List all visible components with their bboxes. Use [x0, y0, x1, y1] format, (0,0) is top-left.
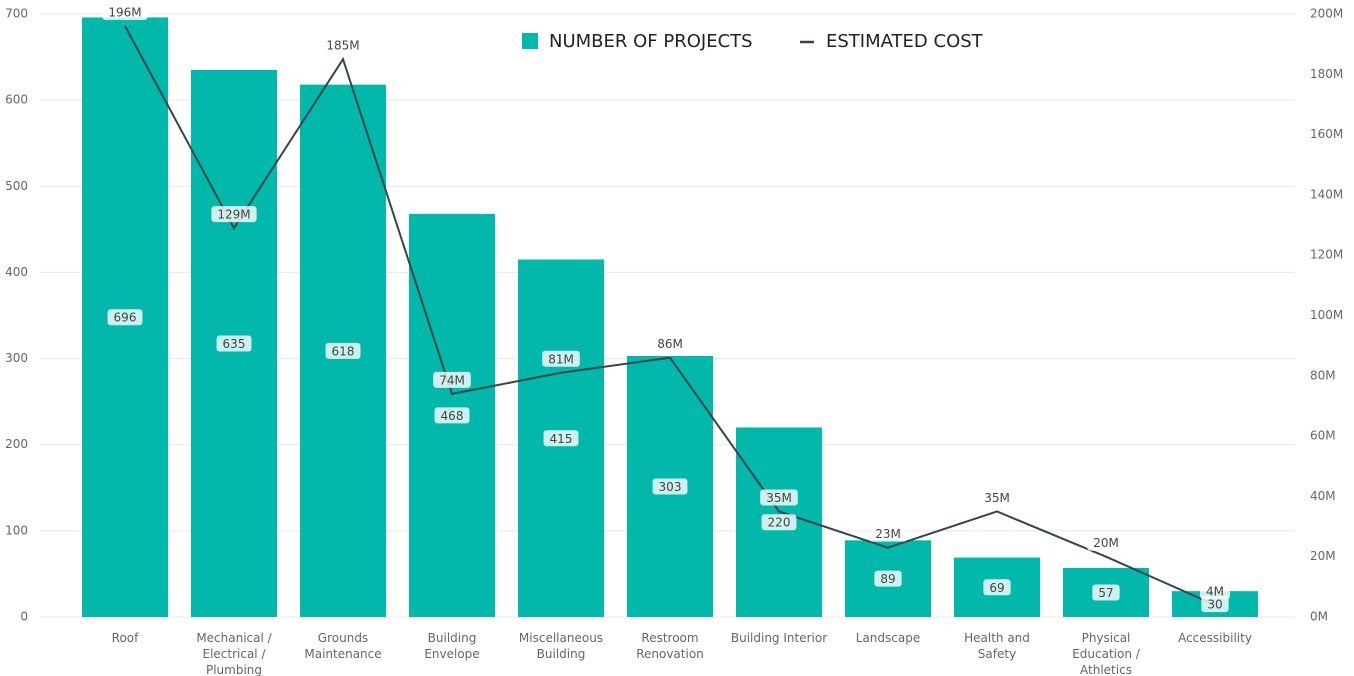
bar-value-label-bg [652, 478, 688, 495]
line-value-label-bg [102, 4, 148, 21]
x-tick-label: Building Envelope [424, 631, 480, 661]
x-tick-label: Mechanical / Electrical / Plumbing [196, 631, 272, 676]
y-tick-label: 700 [5, 7, 28, 21]
line-value-label: 20M [1093, 536, 1119, 550]
x-tick-label: Restroom Renovation [636, 631, 704, 661]
bar-value-label: 30 [1207, 598, 1222, 612]
bar-value-label: 303 [659, 480, 682, 494]
bar-value-label-bg [1201, 596, 1229, 613]
legend-label: ESTIMATED COST [826, 31, 984, 52]
x-tick-label: Grounds Maintenance [304, 631, 382, 661]
line-value-label: 86M [657, 337, 683, 351]
y-tick-label: 500 [5, 179, 28, 193]
y-tick-label: 0 [20, 610, 28, 624]
y2-tick-label: 20M [1310, 549, 1336, 563]
y2-tick-label: 120M [1310, 248, 1343, 262]
y2-tick-label: 100M [1310, 308, 1343, 322]
bar-value-label-bg [216, 335, 252, 352]
line-value-label: 4M [1206, 584, 1224, 598]
line-value-label: 35M [984, 491, 1010, 505]
y-tick-label: 200 [5, 437, 28, 451]
bar-value-label-bg [107, 309, 143, 326]
bar-value-label: 635 [223, 337, 246, 351]
x-tick-label: Physical Education / Athletics [1072, 631, 1140, 676]
x-tick-label: Building Interior [730, 631, 828, 645]
line-value-label: 35M [766, 491, 792, 505]
y2-tick-label: 140M [1310, 187, 1343, 201]
x-tick-label: Accessibility [1178, 631, 1252, 645]
line-value-label-bg [1087, 534, 1125, 551]
y2-tick-label: 60M [1310, 429, 1336, 443]
line-value-label-bg [211, 206, 257, 223]
line-value-label: 81M [548, 352, 574, 366]
y-tick-label: 600 [5, 93, 28, 107]
line-value-label: 185M [326, 39, 359, 53]
line-value-label-bg [1200, 582, 1230, 599]
bar-value-label: 696 [114, 311, 137, 325]
legend-label: NUMBER OF PROJECTS [549, 31, 753, 52]
cost-line [124, 25, 1216, 606]
line-value-label: 23M [875, 527, 901, 541]
bar-value-label: 69 [989, 581, 1004, 595]
line-value-label-bg [433, 371, 471, 388]
bar-value-label-bg [761, 514, 797, 531]
line-value-label-bg [651, 335, 689, 352]
line-value-label-bg [542, 350, 580, 367]
bar-value-label-bg [543, 430, 579, 447]
y-tick-label: 400 [5, 265, 28, 279]
bar-value-label: 618 [332, 344, 355, 358]
bar-value-label: 468 [441, 409, 464, 423]
y2-tick-label: 180M [1310, 67, 1343, 81]
bar-value-label: 89 [880, 572, 895, 586]
line-value-label-bg [760, 489, 798, 506]
bar-value-label-bg [983, 579, 1011, 596]
line-value-label-bg [978, 489, 1016, 506]
bar-value-label-bg [874, 570, 902, 587]
bar-value-label: 57 [1098, 586, 1113, 600]
y2-tick-label: 40M [1310, 489, 1336, 503]
line-value-label-bg [320, 37, 366, 54]
line-value-label: 129M [217, 208, 250, 222]
x-tick-label: Roof [111, 631, 139, 645]
line-value-label: 74M [439, 373, 465, 387]
y2-tick-label: 200M [1310, 7, 1343, 21]
bar-value-label-bg [325, 342, 361, 359]
x-tick-label: Miscellaneous Building [518, 631, 604, 661]
line-value-label-bg [869, 525, 907, 542]
y2-tick-label: 80M [1310, 368, 1336, 382]
bar-value-label: 220 [768, 516, 791, 530]
y2-tick-label: 160M [1310, 127, 1343, 141]
bar-value-label: 415 [550, 432, 573, 446]
line-value-label: 196M [108, 6, 141, 20]
legend-swatch [522, 33, 538, 49]
y-tick-label: 100 [5, 523, 28, 537]
bar-value-label-bg [434, 407, 470, 424]
y-tick-label: 300 [5, 351, 28, 365]
bar-value-label-bg [1092, 584, 1120, 601]
x-tick-label: Health and Safety [964, 631, 1030, 661]
x-tick-label: Landscape [855, 631, 921, 645]
y2-tick-label: 0M [1310, 610, 1328, 624]
